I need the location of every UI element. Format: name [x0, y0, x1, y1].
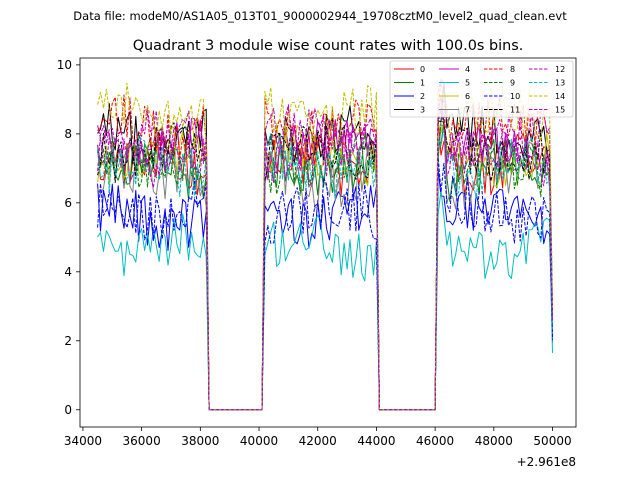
series-line-12 — [97, 78, 553, 411]
legend-label-6: 6 — [465, 92, 470, 101]
series-line-13 — [97, 127, 553, 411]
series-layer — [97, 78, 553, 411]
legend-label-5: 5 — [465, 79, 470, 88]
series-line-14 — [97, 82, 553, 411]
legend-label-9: 9 — [510, 79, 515, 88]
y-tick-label: 4 — [64, 265, 72, 279]
file-label: Data file: modeM0/AS1A05_013T01_90000029… — [73, 9, 567, 23]
series-line-9 — [97, 120, 553, 411]
legend-label-12: 12 — [555, 65, 565, 74]
x-tick-label: 40000 — [240, 434, 278, 448]
legend-label-14: 14 — [555, 92, 565, 101]
x-tick-label: 50000 — [533, 434, 571, 448]
legend-label-10: 10 — [510, 92, 520, 101]
plot-frame — [79, 57, 577, 428]
series-line-1 — [97, 122, 553, 411]
legend-label-4: 4 — [465, 65, 470, 74]
legend-label-8: 8 — [510, 65, 515, 74]
legend-label-3: 3 — [420, 106, 425, 115]
y-tick-label: 10 — [57, 58, 72, 72]
x-offset-label: +2.961e8 — [517, 455, 576, 469]
x-tick-label: 42000 — [299, 434, 337, 448]
x-tick-label: 38000 — [181, 434, 219, 448]
series-line-7 — [97, 124, 553, 411]
x-tick-label: 36000 — [123, 434, 161, 448]
legend-label-7: 7 — [465, 106, 470, 115]
y-axis: 0 2 4 6 8 10 — [57, 58, 80, 417]
legend-box — [389, 60, 574, 118]
legend-label-13: 13 — [555, 79, 565, 88]
legend-label-1: 1 — [420, 79, 425, 88]
y-tick-label: 6 — [64, 196, 72, 210]
x-tick-label: 48000 — [475, 434, 513, 448]
chart-title: Quadrant 3 module wise count rates with … — [133, 38, 524, 54]
legend-label-15: 15 — [555, 106, 565, 115]
legend-label-11: 11 — [510, 106, 520, 115]
y-tick-label: 0 — [64, 403, 72, 417]
legend-label-2: 2 — [420, 92, 425, 101]
x-tick-label: 44000 — [357, 434, 395, 448]
legend-label-0: 0 — [420, 65, 425, 74]
x-tick-label: 46000 — [416, 434, 454, 448]
series-line-15 — [97, 107, 553, 411]
series-line-10 — [97, 155, 553, 411]
series-line-5 — [97, 189, 553, 411]
y-tick-label: 2 — [64, 334, 72, 348]
x-tick-label: 34000 — [64, 434, 102, 448]
x-axis: 34000 36000 38000 40000 42000 44000 46000 48000… — [64, 427, 572, 448]
y-tick-label: 8 — [64, 127, 72, 141]
